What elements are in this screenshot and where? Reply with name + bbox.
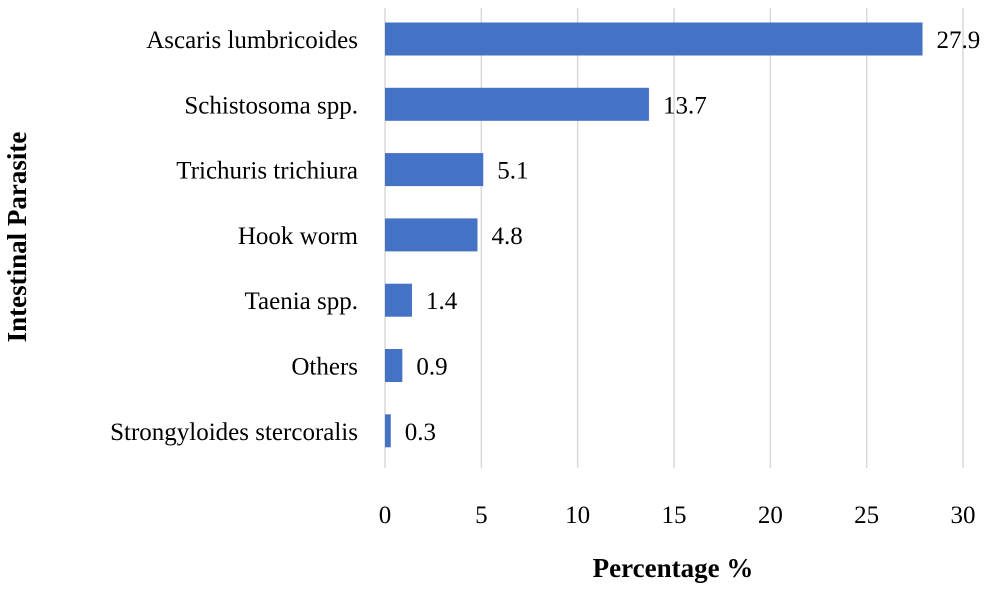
data-label: 4.8 bbox=[491, 223, 522, 250]
data-label: 27.9 bbox=[937, 27, 981, 54]
bars bbox=[385, 22, 923, 448]
data-label: 0.3 bbox=[405, 419, 436, 446]
category-label: Trichuris trichiura bbox=[176, 158, 358, 185]
x-tick-label: 30 bbox=[951, 502, 976, 529]
data-label: 13.7 bbox=[663, 92, 707, 119]
x-tick-label: 10 bbox=[565, 502, 590, 529]
bar bbox=[385, 153, 484, 187]
category-label: Others bbox=[291, 354, 358, 381]
category-labels: Ascaris lumbricoides Schistosoma spp. Tric… bbox=[110, 27, 358, 446]
bar bbox=[385, 414, 391, 448]
bar bbox=[385, 283, 412, 317]
x-tick-label: 0 bbox=[379, 502, 392, 529]
data-label: 1.4 bbox=[426, 288, 458, 315]
bar bbox=[385, 87, 649, 121]
data-label: 0.9 bbox=[416, 354, 447, 381]
bar bbox=[385, 349, 403, 382]
y-axis-title: Intestinal Parasite bbox=[2, 132, 32, 343]
x-tick-label: 15 bbox=[662, 502, 687, 529]
gridlines bbox=[384, 8, 964, 468]
category-label: Hook worm bbox=[238, 223, 359, 250]
data-label: 5.1 bbox=[497, 158, 528, 185]
x-tick-label: 5 bbox=[475, 502, 488, 529]
x-tick-label: 25 bbox=[854, 502, 879, 529]
data-labels: 27.9 13.7 5.1 4.8 1.4 0.9 0.3 bbox=[405, 27, 981, 446]
x-tick-labels: 0 5 10 15 20 25 30 bbox=[379, 502, 976, 529]
category-label: Ascaris lumbricoides bbox=[146, 27, 358, 54]
x-axis-title: Percentage % bbox=[593, 553, 754, 583]
bar bbox=[385, 218, 478, 252]
category-label: Taenia spp. bbox=[245, 288, 359, 315]
category-label: Strongyloides stercoralis bbox=[110, 419, 358, 446]
bar bbox=[385, 22, 923, 56]
x-tick-label: 20 bbox=[758, 502, 783, 529]
category-label: Schistosoma spp. bbox=[184, 92, 358, 119]
